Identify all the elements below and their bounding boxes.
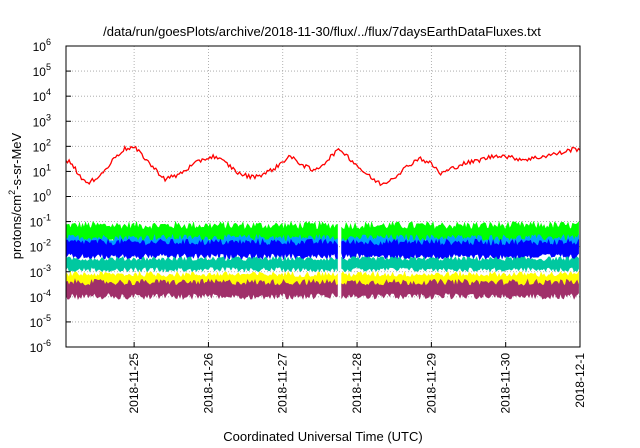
y-tick-label: 101	[33, 162, 51, 179]
x-tick-label: 2018-11-28	[350, 353, 364, 414]
y-tick-labels: 10-6 10-5 10-4 10-3 10-2 10-1 100 101 102 103 104 1…	[30, 37, 51, 355]
x-tick-label: 2018-11-25	[127, 353, 141, 414]
flux-line-series-0	[65, 144, 581, 187]
x-tick-label: 2018-11-29	[424, 353, 438, 414]
flux-band-series-6	[65, 278, 338, 301]
series-layer	[65, 144, 581, 301]
flux-band-series-4	[65, 255, 338, 273]
y-axis-label-sup: 2	[7, 190, 17, 195]
y-tick-label: 104	[33, 87, 51, 104]
chart-title: /data/run/goesPlots/archive/2018-11-30/f…	[103, 24, 541, 39]
y-tick-label: 102	[33, 137, 51, 154]
y-tick-label: 10-4	[30, 288, 51, 305]
x-axis-label: Coordinated Universal Time (UTC)	[223, 429, 422, 444]
flux-band-series-3	[341, 238, 579, 261]
y-tick-label: 10-6	[30, 338, 51, 355]
flux-band-series-4	[341, 256, 579, 273]
y-tick-label: 10-2	[30, 238, 51, 255]
y-axis-label-prefix: protons/cm	[9, 195, 24, 259]
x-tick-label: 2018-11-27	[276, 353, 290, 414]
y-tick-label: 10-3	[30, 263, 51, 280]
y-axis-label-suffix: -s-sr-MeV	[9, 132, 24, 189]
y-tick-label: 106	[33, 37, 51, 54]
x-tick-label: 2018-12-1	[573, 353, 587, 408]
y-tick-label: 100	[33, 188, 51, 205]
plot-frame	[65, 45, 581, 348]
flux-band-series-6	[341, 278, 579, 300]
x-tick-label: 2018-11-26	[201, 353, 215, 414]
y-tick-label: 10-5	[30, 313, 51, 330]
y-tick-label: 105	[33, 62, 51, 79]
y-tick-label: 10-1	[30, 213, 51, 230]
y-tick-label: 103	[33, 112, 51, 129]
x-tick-labels: 2018-11-25 2018-11-26 2018-11-27 2018-11-28…	[127, 353, 587, 414]
grid	[66, 45, 581, 348]
y-axis-label: protons/cm2-s-sr-MeV	[7, 132, 24, 259]
x-tick-label: 2018-11-30	[499, 353, 513, 414]
